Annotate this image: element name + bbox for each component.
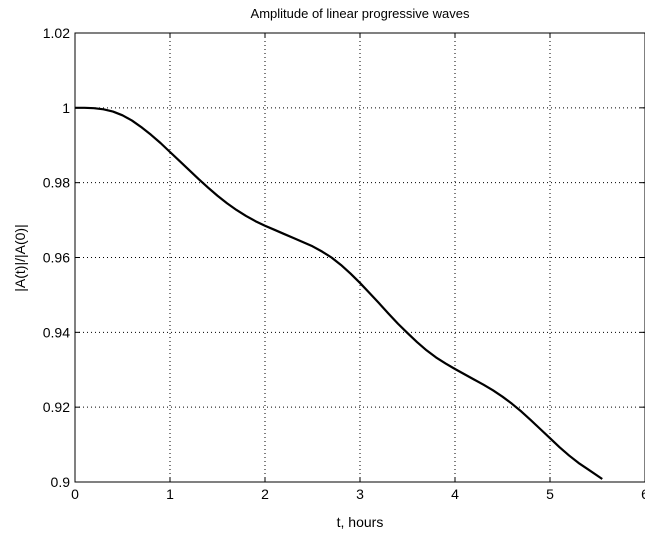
y-tick-label: 1 [62, 100, 70, 116]
series-line [75, 106, 603, 480]
plot-series [75, 106, 603, 480]
y-axis-label: |A(t)|/|A(0)| [12, 224, 28, 291]
x-tick-label: 1 [166, 486, 174, 502]
y-tick-label: 0.94 [43, 324, 70, 340]
chart-title: Amplitude of linear progressive waves [251, 6, 470, 21]
x-axis-label: t, hours [337, 514, 384, 530]
y-tick-label: 0.98 [43, 175, 70, 191]
x-tick-label: 2 [261, 486, 269, 502]
x-tick-label: 6 [641, 486, 645, 502]
x-tick-label: 5 [546, 486, 554, 502]
y-tick-label: 0.92 [43, 399, 70, 415]
y-tick-label: 1.02 [43, 25, 70, 41]
y-tick-label: 0.9 [51, 474, 71, 490]
x-tick-label: 3 [356, 486, 364, 502]
tick-labels: 0 1 2 3 4 5 6 0.9 0.92 0.94 0.96 0.98 1 1.02 [43, 25, 645, 502]
x-tick-label: 4 [451, 486, 459, 502]
grid [75, 33, 645, 482]
plot-frame [74, 32, 645, 483]
x-tick-label: 0 [71, 486, 79, 502]
y-tick-label: 0.96 [43, 250, 70, 266]
